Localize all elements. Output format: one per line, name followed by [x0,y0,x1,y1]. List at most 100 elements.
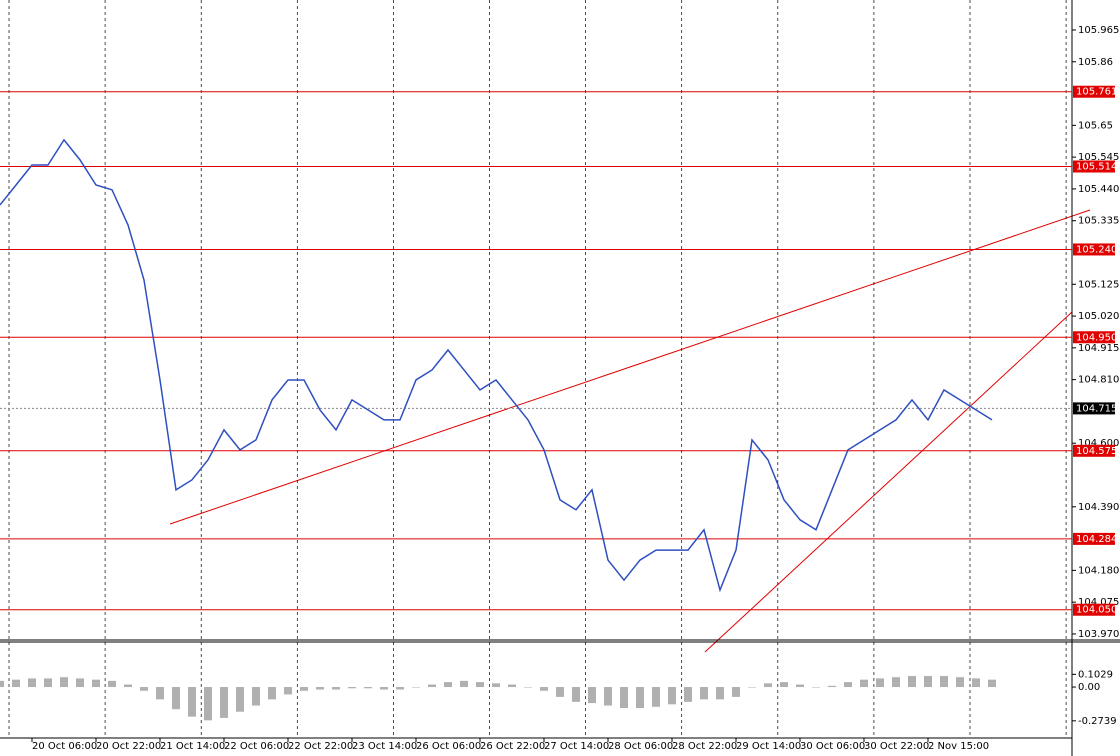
oscillator-bar [12,679,20,688]
x-tick-label: 22 Oct 22:00 [288,741,353,752]
level-label-box [1073,532,1115,545]
oscillator-bar [460,680,468,688]
y-tick-label: 104.180 [1078,565,1119,576]
y-tick-label: 105.86 [1078,57,1113,68]
level-label: 105.514 [1076,162,1117,173]
oscillator-bar [76,678,84,688]
y-tick-label: 105.440 [1078,184,1119,195]
level-label: 104.950 [1076,332,1117,343]
oscillator-bar [636,687,644,709]
oscillator-bar [92,679,100,688]
oscillator-bar [716,687,724,700]
x-tick-label: 30 Oct 22:00 [864,741,929,752]
oscillator-bar [0,680,4,688]
oscillator-bar [396,687,404,690]
oscillator-bar [268,687,276,700]
oscillator-bar [988,679,996,688]
oscillator-bar [508,684,516,688]
oscillator-bar [540,687,548,691]
oscillator-bar [412,687,420,688]
x-tick-label: 27 Oct 14:00 [544,741,609,752]
x-tick-label: 23 Oct 14:00 [352,741,417,752]
oscillator-bar [700,687,708,700]
oscillator-bar [604,687,612,706]
y-tick-label: 0.00 [1078,682,1100,693]
level-label-box [1073,243,1115,256]
oscillator-bar [876,678,884,688]
y-tick-label: -0.2739 [1078,716,1117,727]
y-tick-label: 104.390 [1078,502,1119,513]
oscillator-bar [652,687,660,707]
oscillator-bar [476,682,484,688]
oscillator-bar [220,687,228,718]
x-tick-label: 26 Oct 06:00 [416,741,481,752]
oscillator-bar [28,678,36,688]
level-label: 105.761 [1076,87,1117,98]
level-label: 104.284 [1076,534,1117,545]
x-tick-label: 20 Oct 22:00 [96,741,161,752]
x-tick-label: 29 Oct 14:00 [736,741,801,752]
oscillator-bar [908,675,916,688]
y-tick-label: 105.335 [1078,216,1119,227]
y-tick-label: 105.020 [1078,311,1119,322]
oscillator-bar [748,687,756,688]
oscillator-bar [764,683,772,688]
x-tick-label: 22 Oct 06:00 [224,741,289,752]
oscillator-bar [444,682,452,688]
oscillator-bar [780,682,788,688]
level-label: 104.575 [1076,446,1117,457]
trend-line [704,311,1073,653]
level-label-box [1073,444,1115,457]
level-label: 105.240 [1076,244,1117,255]
y-tick-label: 105.65 [1078,120,1113,131]
x-tick-label: 28 Oct 22:00 [672,741,737,752]
y-tick-label: 104.600 [1078,438,1119,449]
oscillator-bar [284,687,292,695]
y-tick-label: 103.970 [1078,629,1119,640]
price-line [0,138,993,593]
x-tick-label: 21 Oct 14:00 [160,741,225,752]
y-tick-label: 105.545 [1078,152,1119,163]
oscillator-bar [572,687,580,702]
oscillator-bar [236,687,244,712]
oscillator-bar [556,687,564,697]
level-label-box [1073,160,1115,173]
y-tick-label: 104.810 [1078,375,1119,386]
oscillator-bar [892,677,900,688]
oscillator-bar [588,687,596,704]
oscillator-bar [524,687,532,688]
x-tick-label: 28 Oct 06:00 [608,741,673,752]
oscillator-bar [860,679,868,688]
oscillator-bar [428,684,436,688]
oscillator-bar [300,687,308,691]
oscillator-bar [156,687,164,700]
oscillator-bar [492,683,500,688]
oscillator-bar [812,687,820,688]
x-tick-label: 2 Nov 15:00 [928,741,989,752]
oscillator-bar [956,677,964,688]
oscillator-bar [108,680,116,688]
oscillator-bar [140,687,148,691]
y-tick-label: 105.125 [1078,279,1119,290]
level-label: 104.050 [1076,605,1117,616]
oscillator-bar [44,678,52,688]
oscillator-bar [844,682,852,688]
y-tick-label: 105.965 [1078,25,1119,36]
oscillator-bar [332,687,340,690]
y-tick-label: 104.075 [1078,597,1119,608]
oscillator-bar [364,687,372,689]
oscillator-bar [828,685,836,688]
oscillator-bar [252,687,260,706]
y-tick-label: 0.1029 [1078,669,1113,680]
oscillator-bar [732,687,740,697]
trend-line [169,209,1091,525]
x-tick-label: 30 Oct 06:00 [800,741,865,752]
oscillator-bar [924,675,932,688]
y-tick-label: 104.915 [1078,343,1119,354]
oscillator-bar [972,678,980,688]
level-label-box [1073,331,1115,344]
level-label-box [1073,85,1115,98]
last-price-box [1073,402,1115,415]
